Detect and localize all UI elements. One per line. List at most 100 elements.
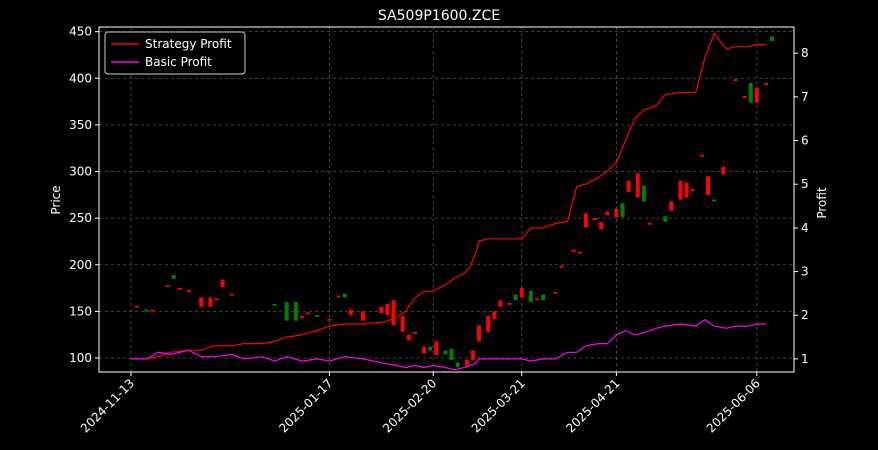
candle: [571, 249, 576, 252]
candle: [412, 331, 417, 334]
candle: [684, 182, 689, 198]
candle: [553, 291, 558, 294]
legend-label-strategy: Strategy Profit: [145, 37, 232, 51]
y-tick-label-right: 7: [801, 90, 809, 104]
candlesticks: [135, 36, 775, 368]
candle: [535, 298, 540, 301]
candle: [626, 180, 631, 193]
candle: [498, 300, 503, 307]
candle: [229, 293, 234, 296]
candle: [391, 300, 396, 326]
candle: [187, 289, 192, 292]
candle: [315, 315, 320, 317]
candle: [647, 222, 652, 225]
candle: [669, 201, 674, 211]
candle: [293, 302, 298, 321]
candle: [150, 309, 155, 312]
legend: Strategy Profit Basic Profit: [104, 31, 246, 75]
candle: [477, 325, 482, 342]
candle: [507, 303, 512, 305]
y-tick-label-right: 2: [801, 308, 809, 322]
y-tick-label-left: 400: [69, 71, 92, 85]
y-tick-label-right: 6: [801, 134, 809, 148]
candle: [754, 87, 759, 103]
candle: [135, 305, 140, 308]
y-tick-label-left: 150: [69, 304, 92, 318]
candle: [678, 180, 683, 200]
candle: [361, 311, 366, 321]
candle: [559, 265, 564, 268]
candle: [620, 203, 625, 218]
legend-label-basic: Basic Profit: [145, 55, 212, 69]
candle: [583, 213, 588, 228]
y-tick-label-left: 450: [69, 25, 92, 39]
candle: [177, 288, 182, 290]
candle: [171, 275, 176, 279]
candle: [742, 96, 747, 98]
candle: [406, 334, 411, 341]
candle: [385, 303, 390, 316]
y-tick-label-right: 8: [801, 46, 809, 60]
candle: [434, 341, 439, 356]
candle: [770, 36, 775, 41]
candle: [214, 298, 219, 301]
candle: [705, 176, 710, 195]
candle: [428, 346, 433, 351]
y-tick-label-left: 200: [69, 258, 92, 272]
candle: [690, 189, 695, 192]
y-tick-label-left: 100: [69, 351, 92, 365]
candle: [593, 218, 598, 221]
candle: [635, 173, 640, 198]
candle: [764, 82, 768, 85]
y-tick-label-left: 300: [69, 165, 92, 179]
candle: [470, 350, 475, 360]
candle: [486, 316, 491, 332]
y-axis-label-right: Profit: [815, 187, 829, 219]
candle: [306, 312, 311, 315]
candle: [443, 350, 448, 355]
candle: [577, 251, 582, 254]
y-tick-label-right: 5: [801, 177, 809, 191]
basic-profit-line: [131, 318, 766, 371]
candle: [712, 199, 717, 202]
candle: [400, 316, 405, 332]
candle: [492, 311, 497, 319]
candle: [449, 348, 454, 360]
candle: [748, 82, 753, 103]
y-tick-label-left: 250: [69, 211, 92, 225]
candle: [144, 309, 149, 312]
y-tick-label-right: 1: [801, 352, 809, 366]
candle: [379, 306, 384, 314]
candle: [663, 216, 668, 222]
y-tick-label-left: 350: [69, 118, 92, 132]
candle: [336, 295, 341, 298]
candle: [733, 79, 738, 82]
candle: [614, 208, 619, 218]
candle: [464, 359, 469, 366]
legend-box: [104, 31, 246, 75]
strategy-profit-line: [131, 32, 766, 360]
candle: [422, 346, 427, 354]
candle: [455, 362, 460, 368]
candle: [199, 297, 204, 307]
candle: [519, 288, 524, 298]
candle: [299, 316, 304, 318]
series-lines: [131, 32, 766, 371]
plot-frame: [98, 26, 795, 373]
candle: [541, 294, 546, 301]
candle: [208, 297, 213, 307]
candle: [284, 302, 289, 321]
candle: [272, 303, 277, 306]
candle: [528, 290, 533, 303]
y-tick-label-right: 3: [801, 265, 809, 279]
candle: [721, 166, 726, 175]
y-axis-label-left: Price: [49, 185, 63, 214]
y-tick-label-right: 4: [801, 221, 809, 235]
candle: [342, 293, 347, 298]
candle: [641, 185, 646, 202]
candle: [699, 154, 704, 157]
candle: [327, 318, 332, 321]
chart-title: SA509P1600.ZCE: [378, 8, 500, 24]
